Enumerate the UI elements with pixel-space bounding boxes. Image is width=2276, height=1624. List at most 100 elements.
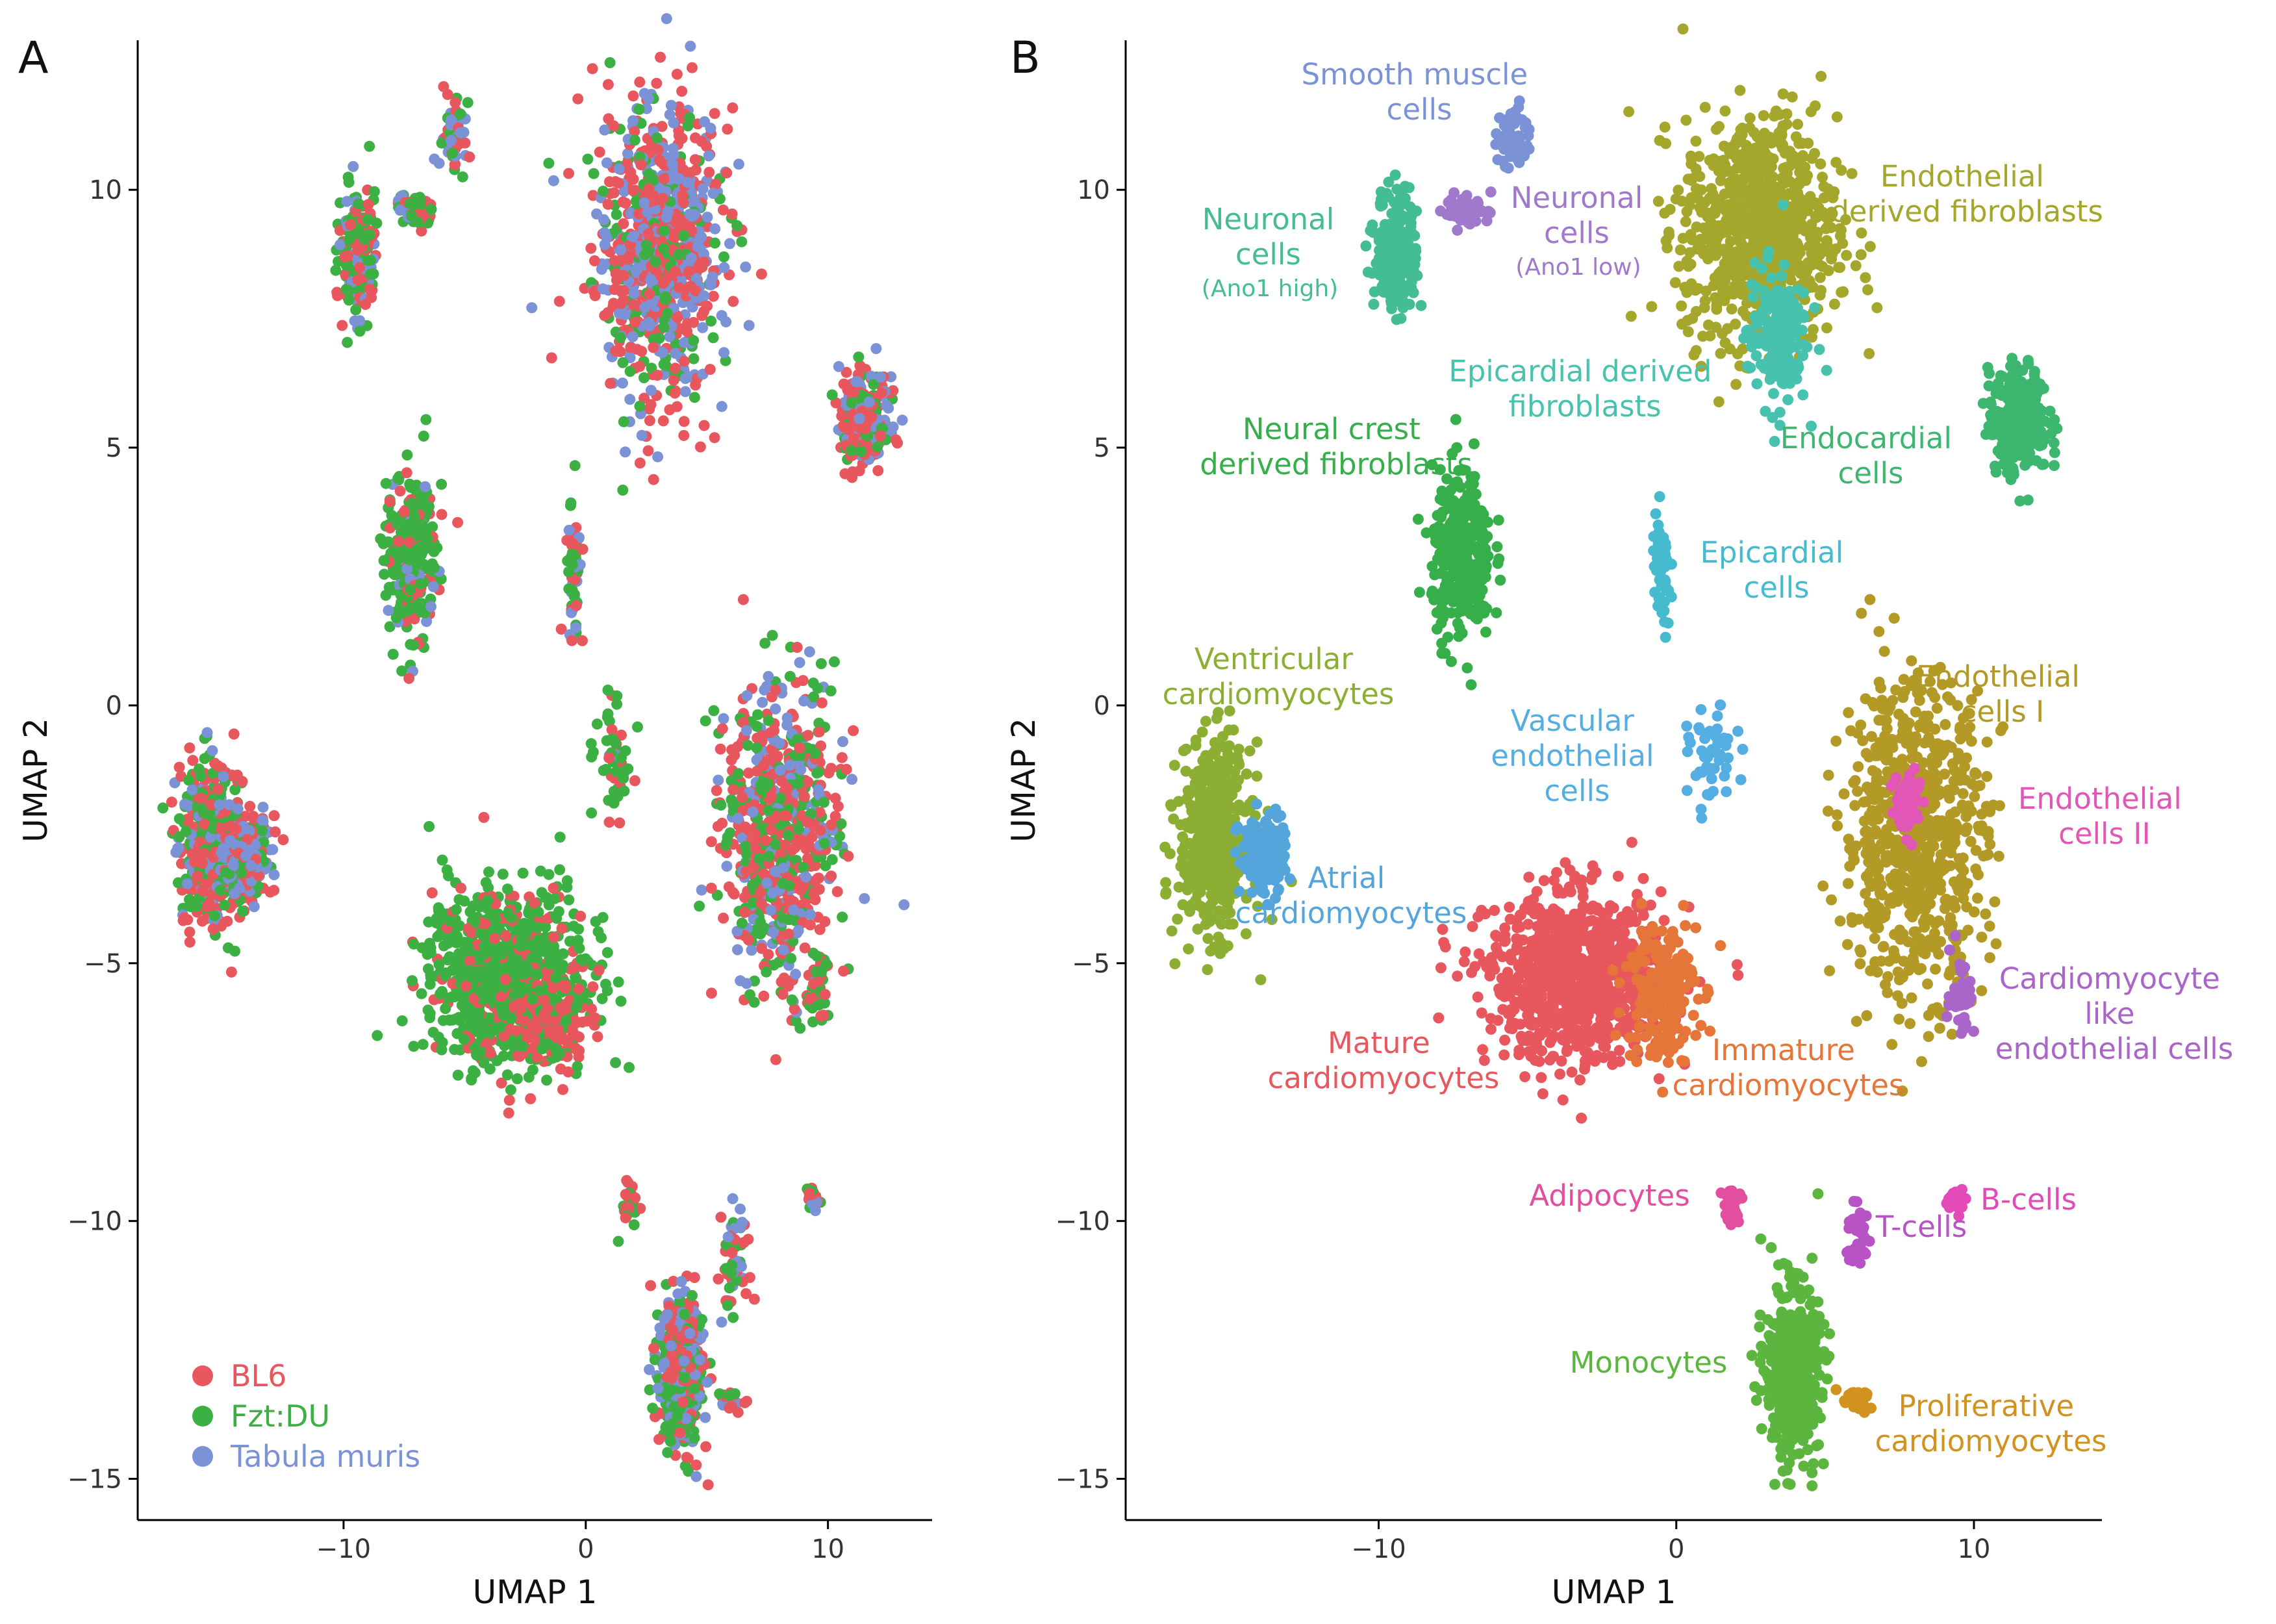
point	[462, 97, 474, 108]
point	[664, 1436, 676, 1447]
point	[640, 240, 652, 251]
point	[627, 90, 639, 102]
point	[354, 325, 366, 337]
point	[785, 953, 797, 964]
point	[736, 236, 748, 247]
point	[615, 298, 627, 309]
point	[726, 794, 737, 806]
point	[535, 865, 546, 877]
point	[872, 441, 883, 453]
point	[755, 917, 766, 928]
point	[387, 648, 399, 660]
point	[838, 965, 850, 977]
point	[732, 813, 744, 824]
point	[678, 429, 690, 441]
point	[603, 752, 615, 764]
point	[685, 40, 696, 52]
point	[601, 711, 613, 723]
point	[500, 930, 512, 942]
point	[770, 703, 781, 715]
point	[436, 509, 448, 520]
point	[232, 803, 244, 815]
point	[464, 965, 476, 976]
point	[703, 150, 714, 162]
point	[482, 962, 494, 974]
panel-a-points	[157, 13, 910, 1491]
point	[790, 969, 802, 980]
point	[892, 437, 904, 449]
point	[342, 171, 354, 183]
point	[634, 400, 646, 412]
point	[227, 859, 239, 870]
point	[348, 160, 359, 172]
point	[722, 123, 733, 135]
point	[501, 1069, 513, 1081]
point	[672, 312, 683, 324]
point	[657, 415, 669, 427]
point	[714, 1388, 726, 1400]
point	[548, 175, 559, 186]
point	[644, 288, 655, 300]
point	[803, 646, 815, 657]
point	[628, 299, 640, 311]
point	[420, 481, 431, 492]
point	[457, 171, 468, 183]
point	[484, 1063, 496, 1075]
point	[756, 943, 767, 954]
point	[702, 1377, 713, 1388]
point	[557, 948, 569, 959]
point	[698, 420, 710, 431]
point	[653, 333, 665, 344]
point	[464, 151, 475, 163]
point	[690, 132, 701, 144]
point	[368, 186, 380, 197]
point	[587, 63, 598, 75]
point	[606, 724, 618, 735]
point	[851, 376, 863, 387]
point	[770, 839, 781, 850]
point	[818, 796, 829, 808]
point	[518, 934, 529, 946]
point	[700, 1412, 711, 1423]
point	[838, 378, 850, 390]
point	[469, 916, 481, 928]
point	[657, 347, 668, 358]
point	[704, 364, 716, 375]
point	[407, 639, 419, 651]
point	[819, 989, 831, 1000]
point	[195, 793, 207, 804]
point	[336, 320, 348, 331]
point	[757, 696, 768, 708]
point	[714, 743, 726, 755]
point	[184, 894, 195, 906]
point	[667, 143, 679, 155]
point	[683, 266, 695, 277]
point	[751, 720, 763, 732]
point	[379, 568, 390, 580]
point	[627, 231, 639, 242]
point	[815, 1010, 827, 1022]
point	[783, 830, 794, 841]
point	[661, 13, 672, 25]
point	[608, 785, 620, 797]
point	[727, 1193, 739, 1204]
point	[502, 907, 514, 919]
point	[590, 916, 601, 928]
point	[364, 268, 376, 280]
point	[761, 878, 773, 889]
point	[705, 123, 716, 134]
point	[173, 843, 184, 854]
point	[726, 744, 738, 755]
point	[721, 861, 733, 872]
point	[720, 316, 732, 327]
point	[352, 274, 364, 286]
point	[192, 870, 203, 882]
point	[437, 1015, 449, 1026]
point	[495, 991, 507, 1003]
point	[655, 51, 666, 63]
point	[718, 713, 729, 724]
point	[732, 1406, 744, 1418]
point	[766, 629, 778, 641]
point	[736, 1261, 747, 1273]
